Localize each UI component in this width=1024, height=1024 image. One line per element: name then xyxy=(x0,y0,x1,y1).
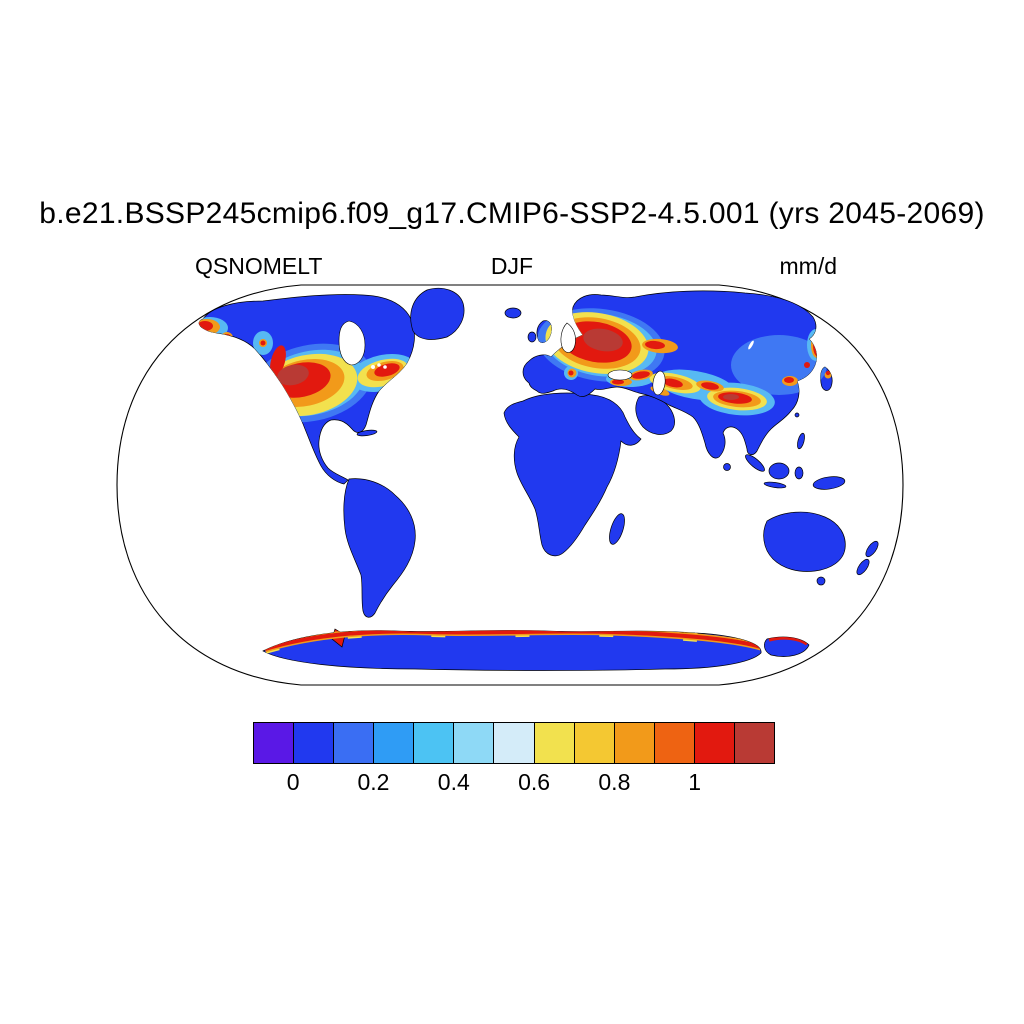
red-urals xyxy=(645,340,665,350)
great-lake-1 xyxy=(371,365,375,369)
philippines xyxy=(795,431,807,451)
caspian-sea xyxy=(652,370,666,396)
inland-water xyxy=(338,320,754,396)
colorbar-tick-label: 0.8 xyxy=(598,769,631,795)
darkred-russia xyxy=(583,328,623,352)
greenland xyxy=(410,287,465,340)
antarctic-east-fringe xyxy=(768,636,809,646)
iceland xyxy=(504,307,522,319)
colorbar-tick-label: 0.6 xyxy=(518,769,551,795)
great-lake-3 xyxy=(383,365,387,369)
colorbar xyxy=(253,722,775,764)
madagascar xyxy=(605,511,629,547)
orange-alaska-panhandle xyxy=(221,332,233,344)
colorbar-cell xyxy=(574,723,615,763)
red-alps xyxy=(568,370,574,376)
red-alaska xyxy=(199,321,213,331)
great-lake-2 xyxy=(377,363,381,367)
colorbar-cell xyxy=(414,723,455,763)
snowmelt-hotspots xyxy=(199,308,832,654)
colorbar-cell xyxy=(334,723,375,763)
baltic-sea xyxy=(560,322,576,353)
hudson-bay xyxy=(338,320,366,366)
plot-title: b.e21.BSSP245cmip6.f09_g17.CMIP6-SSP2-4.… xyxy=(39,197,985,230)
taiwan xyxy=(794,412,800,418)
sri-lanka xyxy=(723,463,731,471)
map-area xyxy=(115,283,905,688)
lake-baikal xyxy=(748,340,754,350)
variable-label: QSNOMELT xyxy=(195,253,323,279)
borneo xyxy=(768,462,790,480)
colorbar-cell xyxy=(254,723,295,763)
red-tien-shan xyxy=(701,382,719,390)
colorbar-tick-label: 0.4 xyxy=(437,769,470,795)
colorbar-cell xyxy=(694,723,735,763)
red-ne-china xyxy=(784,377,794,383)
colorbar-tick-label: 0 xyxy=(286,769,300,795)
red-caucasus xyxy=(632,371,650,379)
red-turkey xyxy=(612,379,624,385)
tasmania xyxy=(816,576,826,586)
java xyxy=(763,480,787,490)
colorbar-cell xyxy=(374,723,415,763)
red-central-asia xyxy=(663,378,683,388)
sulawesi xyxy=(794,466,804,480)
sumatra xyxy=(742,451,768,475)
new-guinea xyxy=(811,474,847,492)
red-rockies xyxy=(270,345,286,377)
ireland xyxy=(527,331,537,343)
darkred-himalaya xyxy=(723,394,739,400)
red-bc xyxy=(260,340,266,346)
new-zealand-south xyxy=(854,556,872,578)
australia xyxy=(763,511,846,572)
red-sakhalin-coast xyxy=(804,362,810,368)
projection-outline xyxy=(116,284,904,686)
world-map xyxy=(116,284,904,686)
season-label: DJF xyxy=(490,253,534,279)
colorbar-cell xyxy=(654,723,695,763)
south-america xyxy=(343,478,416,618)
colorbar-cell xyxy=(294,723,335,763)
darkred-us xyxy=(277,364,309,386)
red-great-lakes xyxy=(374,363,400,377)
colorbar-tick-label: 1 xyxy=(688,769,702,795)
colorbar-cell xyxy=(614,723,655,763)
units-label: mm/d xyxy=(779,253,838,279)
colorbar-tick-label: 0.2 xyxy=(357,769,390,795)
red-japan xyxy=(825,370,831,376)
colorbar-ticks: 0 0.2 0.4 0.6 0.8 1 xyxy=(253,769,775,797)
colorbar-cell xyxy=(494,723,535,763)
black-sea xyxy=(607,369,633,381)
colorbar-cell xyxy=(734,723,775,763)
red-kamchatka xyxy=(813,334,821,356)
new-zealand-north xyxy=(863,538,881,560)
colorbar-cell xyxy=(534,723,575,763)
antarctic-fringe-red xyxy=(264,629,762,651)
colorbar-cell xyxy=(454,723,495,763)
